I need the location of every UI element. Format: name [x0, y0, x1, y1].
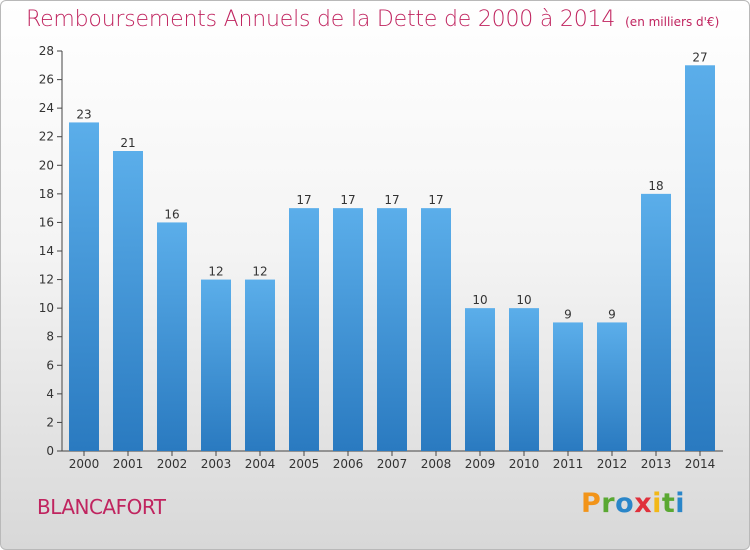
y-tick-label: 26 — [39, 73, 54, 87]
logo-letter: P — [581, 488, 602, 519]
bar-value-label: 18 — [648, 179, 663, 193]
y-tick-label: 4 — [46, 387, 54, 401]
logo-letter: i — [675, 488, 686, 519]
logo-letter: i — [652, 488, 662, 519]
proxiti-logo: Proxiti — [581, 488, 685, 519]
x-tick-label: 2008 — [421, 457, 452, 471]
x-tick-label: 2011 — [553, 457, 584, 471]
y-tick-label: 6 — [46, 358, 54, 372]
bar — [641, 193, 671, 451]
x-tick-label: 2000 — [69, 457, 100, 471]
x-tick-label: 2014 — [685, 457, 716, 471]
bar-value-label: 17 — [340, 193, 355, 207]
y-tick-label: 20 — [39, 158, 54, 172]
chart-title: Remboursements Annuels de la Dette de 20… — [26, 7, 719, 32]
x-tick-label: 2006 — [333, 457, 364, 471]
y-tick-label: 24 — [39, 101, 54, 115]
bar-value-label: 10 — [516, 293, 531, 307]
y-tick-label: 14 — [39, 244, 54, 258]
bar-value-label: 12 — [208, 265, 223, 279]
bar — [421, 208, 451, 451]
bar-value-label: 21 — [120, 136, 135, 150]
x-tick-label: 2001 — [113, 457, 144, 471]
logo-letter: o — [615, 488, 635, 519]
bar-value-label: 9 — [608, 307, 616, 321]
x-tick-label: 2007 — [377, 457, 408, 471]
bar — [509, 308, 539, 451]
bar — [201, 279, 231, 451]
bar-value-label: 12 — [252, 265, 267, 279]
bar — [465, 308, 495, 451]
x-tick-label: 2010 — [509, 457, 540, 471]
bar-value-label: 17 — [428, 193, 443, 207]
logo-letter: r — [601, 488, 616, 519]
y-tick-label: 18 — [39, 187, 54, 201]
y-tick-label: 12 — [39, 273, 54, 287]
x-tick-label: 2012 — [597, 457, 628, 471]
x-tick-label: 2002 — [157, 457, 188, 471]
bar — [553, 322, 583, 451]
y-tick-label: 8 — [46, 330, 54, 344]
x-tick-label: 2004 — [245, 457, 276, 471]
x-tick-label: 2005 — [289, 457, 320, 471]
bar — [245, 279, 275, 451]
chart-title-text: Remboursements Annuels de la Dette de 20… — [26, 7, 616, 32]
bar-value-label: 27 — [692, 50, 707, 64]
y-tick-label: 16 — [39, 215, 54, 229]
y-tick-label: 22 — [39, 130, 54, 144]
bar — [69, 122, 99, 451]
x-tick-label: 2009 — [465, 457, 496, 471]
x-tick-label: 2013 — [641, 457, 672, 471]
bar-value-label: 16 — [164, 207, 179, 221]
y-tick-label: 28 — [39, 44, 54, 58]
logo-letter: t — [661, 488, 676, 519]
bar — [157, 222, 187, 451]
x-tick-label: 2003 — [201, 457, 232, 471]
bar-value-label: 23 — [76, 107, 91, 121]
bar-value-label: 17 — [384, 193, 399, 207]
bar-value-label: 17 — [296, 193, 311, 207]
y-tick-label: 0 — [46, 444, 54, 458]
logo-letter: x — [634, 488, 653, 519]
bar — [289, 208, 319, 451]
y-tick-label: 2 — [46, 415, 54, 429]
bar — [597, 322, 627, 451]
bar — [685, 65, 715, 452]
chart-unit: (en milliers d'€) — [625, 15, 720, 29]
town-name: BLANCAFORT — [37, 495, 166, 519]
bar — [377, 208, 407, 451]
y-tick-label: 10 — [39, 301, 54, 315]
bar — [333, 208, 363, 451]
bar-value-label: 9 — [564, 307, 572, 321]
bar-value-label: 10 — [472, 293, 487, 307]
bar — [113, 151, 143, 451]
